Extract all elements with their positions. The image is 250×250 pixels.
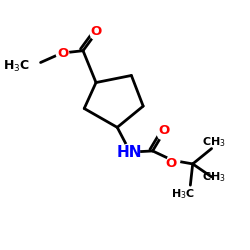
- Text: HN: HN: [116, 144, 142, 160]
- Text: O: O: [90, 25, 102, 38]
- Text: H$_3$C: H$_3$C: [3, 58, 30, 74]
- Text: O: O: [166, 158, 177, 170]
- Text: CH$_3$: CH$_3$: [202, 135, 225, 149]
- Text: H$_3$C: H$_3$C: [171, 187, 195, 201]
- Text: O: O: [159, 124, 170, 138]
- Text: O: O: [57, 46, 68, 60]
- Text: CH$_3$: CH$_3$: [202, 170, 225, 184]
